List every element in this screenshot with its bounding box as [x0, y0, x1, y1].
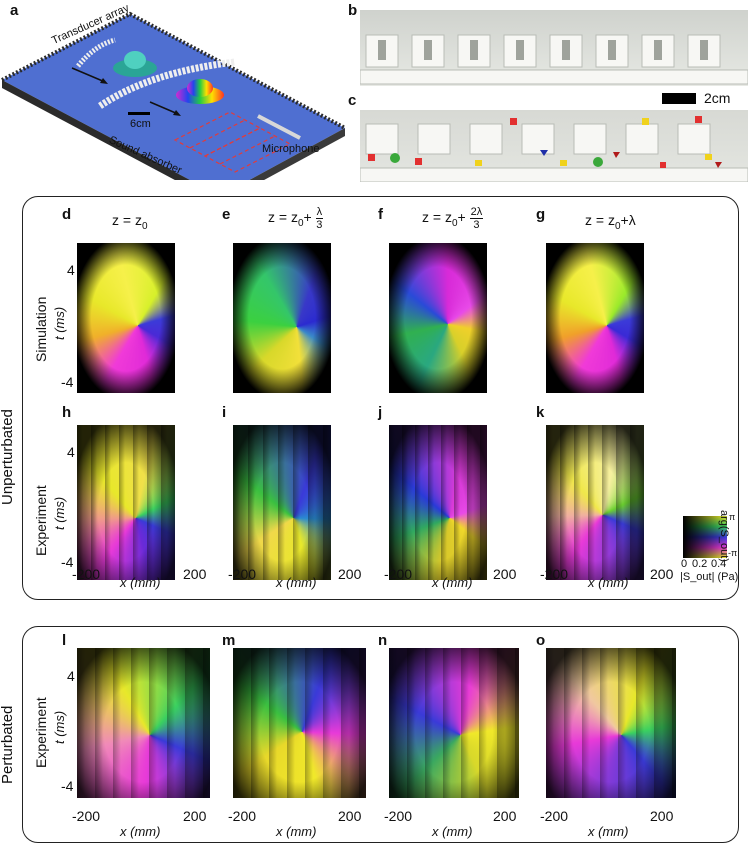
xlabel-o: x (mm) [588, 824, 629, 839]
metasurface-photo-c [360, 110, 748, 182]
xtick-neg200-n: -200 [384, 808, 413, 824]
xlabel-h: x (mm) [120, 575, 161, 590]
map-i-experiment [233, 425, 331, 580]
panel-label-f: f [378, 206, 383, 223]
ytick-neg4-row2: -4 [61, 554, 74, 570]
xtick-200-i: 200 [338, 566, 362, 582]
colorbar-tick-04: 0.4 [711, 558, 727, 570]
colorbar-tick-02: 0.2 [692, 558, 708, 570]
colorbar-pi-bottom: -π [728, 548, 738, 558]
measurement-planes [173, 111, 292, 173]
panel-label-l: l [62, 632, 67, 649]
xlabel-i: x (mm) [276, 575, 317, 590]
row-label-simulation: Simulation [33, 296, 49, 362]
panel-label-g: g [536, 206, 546, 223]
row-label-experiment-unperturbated: Experiment [33, 485, 49, 556]
panel-label-a: a [10, 2, 19, 19]
metasurface-blocks-b [360, 34, 748, 85]
map-d-simulation [77, 243, 175, 393]
panel-label-h: h [62, 404, 72, 421]
xlabel-m: x (mm) [276, 824, 317, 839]
microphone-probe [257, 114, 301, 140]
metasurface-blocks-c [360, 116, 748, 182]
ylabel-experiment-unperturbated: t (ms) [52, 496, 67, 530]
panel-label-c: c [348, 92, 357, 109]
ylabel-experiment-perturbated: t (ms) [52, 710, 67, 744]
panel-label-e: e [222, 206, 231, 223]
ytick-neg4-row3: -4 [61, 778, 74, 794]
xtick-200-h: 200 [183, 566, 207, 582]
panel-label-o: o [536, 632, 546, 649]
scale-bar-2cm [662, 93, 696, 104]
perturbated-box [22, 626, 739, 843]
panel-label-j: j [378, 404, 383, 421]
map-f-simulation [389, 243, 487, 393]
column-title-z0: z = z0 [112, 212, 148, 232]
panel-label-k: k [536, 404, 545, 421]
xtick-neg200-l: -200 [72, 808, 101, 824]
panel-label-d: d [62, 206, 72, 223]
map-j-experiment [389, 425, 487, 580]
xtick-200-k: 200 [650, 566, 674, 582]
scale-2cm-label: 2cm [704, 90, 731, 106]
xtick-200-l: 200 [183, 808, 207, 824]
xtick-neg200-k: -200 [540, 566, 569, 582]
scale-6cm-label: 6cm [130, 118, 151, 130]
xtick-200-o: 200 [650, 808, 674, 824]
ytick-4-row2: 4 [67, 444, 75, 460]
colorbar-tick-0: 0 [681, 558, 688, 570]
transducer-array-2 [98, 58, 236, 109]
map-n-experiment-perturbated [389, 648, 519, 798]
panel-label-b: b [348, 2, 358, 19]
perturbated-label: Perturbated [0, 705, 16, 784]
map-k-experiment [546, 425, 644, 580]
setup-absorber-front [2, 80, 190, 180]
xlabel-n: x (mm) [432, 824, 473, 839]
transducer-array-1 [76, 37, 116, 68]
xtick-200-n: 200 [493, 808, 517, 824]
setup-absorber-side [249, 128, 345, 180]
xtick-neg200-o: -200 [540, 808, 569, 824]
map-o-experiment-perturbated [546, 648, 676, 798]
column-title-z0-plus-lambda: z = z0+λ [585, 212, 636, 232]
xtick-200-m: 200 [338, 808, 362, 824]
unperturbated-label: Unperturbated [0, 409, 16, 505]
setup-schematic [1, 11, 346, 180]
xtick-neg200-h: -200 [72, 566, 101, 582]
map-l-experiment-perturbated [77, 648, 210, 798]
ylabel-simulation: t (ms) [52, 306, 67, 340]
xtick-200-j: 200 [493, 566, 517, 582]
microphone-label: Microphone [262, 143, 320, 155]
map-h-experiment [77, 425, 175, 580]
xtick-neg200-i: -200 [228, 566, 257, 582]
panel-label-i: i [222, 404, 227, 421]
ytick-4-row1: 4 [67, 262, 75, 278]
map-m-experiment-perturbated [233, 648, 366, 798]
colorbar-pi-top: π [729, 512, 736, 522]
map-e-simulation [233, 243, 331, 393]
xlabel-l: x (mm) [120, 824, 161, 839]
setup-absorber-top [1, 11, 346, 130]
ytick-4-row3: 4 [67, 668, 75, 684]
colorbar-xlabel: |S_out| (Pa) [680, 571, 739, 583]
colorbar [683, 516, 727, 558]
row-label-experiment-perturbated: Experiment [33, 697, 49, 768]
panel-label-m: m [222, 632, 236, 649]
xlabel-k: x (mm) [588, 575, 629, 590]
column-title-z0-plus-2lambda-3: z = z0+ 2λ 3 [422, 206, 484, 231]
metasurface-photo-b [360, 10, 748, 86]
map-g-simulation [546, 243, 644, 393]
xlabel-j: x (mm) [432, 575, 473, 590]
ytick-neg4-row1: -4 [61, 374, 74, 390]
xtick-neg200-m: -200 [228, 808, 257, 824]
panel-label-n: n [378, 632, 388, 649]
unperturbated-box [22, 196, 739, 600]
xtick-neg200-j: -200 [384, 566, 413, 582]
